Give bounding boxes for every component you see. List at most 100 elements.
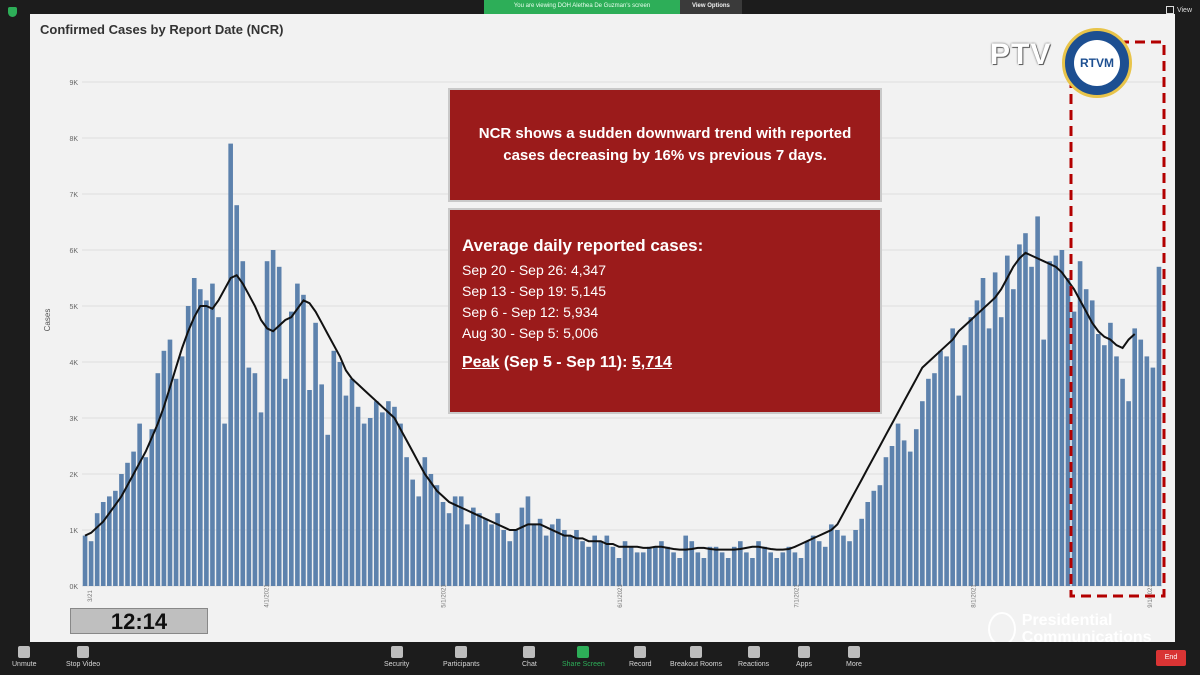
unmute-button[interactable]: Unmute (12, 646, 37, 668)
bar (586, 546, 591, 586)
bar (161, 350, 167, 586)
more-button[interactable]: More (846, 646, 862, 668)
y-tick-label: 0K (69, 584, 78, 591)
bar (325, 434, 331, 586)
bar (592, 535, 597, 586)
bar (956, 395, 962, 586)
apps-button[interactable]: Apps (796, 646, 812, 668)
bar (543, 535, 549, 586)
bar (950, 328, 955, 586)
record-button[interactable]: Record (629, 646, 652, 668)
share-screen-button[interactable]: Share Screen (562, 646, 605, 668)
record-icon (634, 646, 647, 658)
bar (155, 373, 161, 586)
people-icon (455, 646, 468, 658)
bar (343, 395, 349, 586)
bar (659, 541, 664, 586)
y-tick-label: 9K (69, 80, 78, 87)
bar (1004, 255, 1010, 586)
bar (191, 278, 197, 586)
bar (1126, 401, 1131, 586)
bar (501, 530, 506, 586)
bar (1138, 339, 1144, 586)
bar (865, 502, 871, 586)
bar (1065, 278, 1071, 586)
viewing-screen-label: You are viewing DOH Alethea De Guzman's … (484, 0, 680, 14)
participants-button[interactable]: Participants (443, 646, 480, 668)
trend-callout: NCR shows a sudden downward trend with r… (448, 88, 882, 202)
view-options-button[interactable]: View Options (680, 0, 742, 14)
bar (816, 541, 822, 586)
bar (750, 558, 755, 586)
grid-icon (1165, 6, 1174, 14)
bar (131, 451, 136, 586)
bar (895, 423, 901, 586)
bar (926, 378, 931, 586)
bar (458, 496, 464, 586)
bar (373, 401, 379, 586)
bar (920, 401, 925, 586)
peak-line: Peak (Sep 5 - Sep 11): 5,714 (462, 354, 868, 372)
chat-label: Chat (522, 661, 537, 668)
presidential-communications-logo: Presidential Communications (988, 612, 1200, 646)
bar (337, 362, 343, 586)
bar (246, 367, 252, 586)
bar (938, 350, 943, 586)
bar (428, 474, 434, 586)
bar (173, 378, 179, 586)
chart-title: Confirmed Cases by Report Date (NCR) (40, 22, 284, 37)
bar (877, 485, 883, 586)
bar (119, 474, 124, 586)
video-icon (77, 646, 90, 658)
bar (270, 250, 276, 586)
y-tick-label: 4K (69, 360, 78, 367)
bar (1023, 233, 1028, 586)
x-tick-label: 7/1/2021 (795, 584, 801, 608)
bar (1108, 322, 1113, 586)
stop-video-button[interactable]: Stop Video (66, 646, 100, 668)
y-axis-label: Cases (43, 309, 52, 332)
bar (88, 541, 94, 586)
average-line: Aug 30 - Sep 5: 5,006 (462, 325, 599, 341)
more-label: More (846, 661, 862, 668)
bar (495, 513, 500, 586)
encryption-shield-icon[interactable] (8, 7, 17, 17)
bar (622, 541, 628, 586)
prescom-text: Presidential Communications (1021, 612, 1152, 646)
bar (1156, 266, 1162, 586)
chat-icon (523, 646, 536, 658)
bar (537, 518, 543, 586)
average-line: Sep 6 - Sep 12: 5,934 (462, 304, 599, 320)
apps-label: Apps (796, 661, 812, 668)
view-label: View (1176, 6, 1192, 14)
peak-range: (Sep 5 - Sep 11): (503, 354, 628, 371)
bar (404, 457, 409, 586)
bar (731, 546, 737, 586)
bar (677, 558, 682, 586)
end-button[interactable]: End (1156, 650, 1186, 666)
bar (962, 345, 968, 586)
bar (319, 384, 324, 586)
bar (100, 502, 106, 586)
ptv-logo: PTV (990, 38, 1052, 71)
bar (489, 524, 494, 586)
bar (82, 535, 88, 586)
bar (471, 507, 476, 586)
bar (1114, 356, 1119, 586)
breakout-rooms-button[interactable]: Breakout Rooms (670, 646, 722, 668)
bar (634, 552, 640, 586)
bar (289, 311, 294, 586)
bar (422, 457, 428, 586)
chat-button[interactable]: Chat (522, 646, 537, 668)
reactions-button[interactable]: Reactions (738, 646, 769, 668)
bar (1083, 289, 1089, 586)
view-button[interactable]: View (1165, 6, 1192, 14)
bar (762, 546, 767, 586)
security-label: Security (384, 661, 410, 668)
security-button[interactable]: Security (384, 646, 409, 668)
bar (416, 496, 422, 586)
bar (913, 429, 919, 586)
bar (628, 546, 634, 586)
bar (841, 535, 846, 586)
trend-callout-text: NCR shows a sudden downward trend with r… (478, 125, 852, 164)
